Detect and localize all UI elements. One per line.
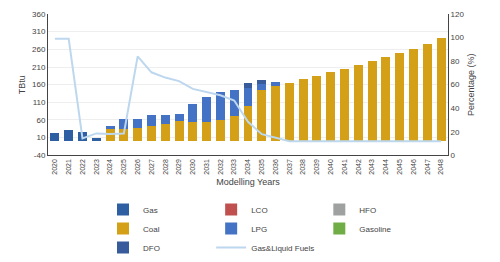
svg-text:2043: 2043: [368, 159, 375, 175]
svg-text:Percentage (%): Percentage (%): [466, 53, 476, 116]
svg-text:Gas: Gas: [143, 206, 158, 215]
svg-text:10: 10: [36, 133, 45, 142]
svg-text:2037: 2037: [286, 159, 293, 175]
svg-text:2040: 2040: [327, 159, 334, 175]
svg-text:LCO: LCO: [251, 206, 267, 215]
svg-text:160: 160: [32, 80, 46, 89]
svg-text:0: 0: [451, 151, 456, 160]
svg-text:2041: 2041: [341, 159, 348, 175]
svg-text:2021: 2021: [65, 159, 72, 175]
svg-text:2045: 2045: [396, 159, 403, 175]
svg-text:210: 210: [32, 63, 46, 72]
svg-text:2033: 2033: [230, 159, 237, 175]
svg-text:2030: 2030: [189, 159, 196, 175]
svg-text:2039: 2039: [313, 159, 320, 175]
svg-text:2027: 2027: [148, 159, 155, 175]
svg-text:2020: 2020: [51, 159, 58, 175]
svg-text:2035: 2035: [258, 159, 265, 175]
svg-text:2036: 2036: [272, 159, 279, 175]
svg-text:110: 110: [33, 98, 46, 107]
svg-text:2042: 2042: [355, 159, 362, 175]
svg-text:80: 80: [451, 57, 460, 66]
svg-text:360: 360: [32, 10, 46, 19]
svg-text:TBtu: TBtu: [17, 75, 27, 94]
svg-text:2048: 2048: [437, 159, 444, 175]
svg-text:Coal: Coal: [143, 225, 160, 234]
svg-text:2029: 2029: [175, 159, 182, 175]
svg-text:2022: 2022: [79, 159, 86, 175]
svg-text:HFO: HFO: [359, 206, 376, 215]
svg-text:2034: 2034: [244, 159, 251, 175]
svg-text:DFO: DFO: [143, 244, 160, 253]
svg-text:2025: 2025: [120, 159, 127, 175]
svg-text:Modelling Years: Modelling Years: [216, 177, 280, 187]
svg-text:40: 40: [451, 104, 460, 113]
svg-text:2032: 2032: [217, 159, 224, 175]
svg-text:LPG: LPG: [251, 225, 267, 234]
svg-text:2023: 2023: [93, 159, 100, 175]
svg-text:60: 60: [36, 116, 45, 125]
svg-text:2038: 2038: [299, 159, 306, 175]
svg-text:260: 260: [32, 45, 46, 54]
svg-text:120: 120: [451, 10, 465, 19]
svg-text:2024: 2024: [106, 159, 113, 175]
svg-text:Gasoline: Gasoline: [359, 225, 391, 234]
svg-text:2047: 2047: [424, 159, 431, 175]
svg-text:2026: 2026: [134, 159, 141, 175]
svg-text:2028: 2028: [162, 159, 169, 175]
svg-text:310: 310: [32, 27, 46, 36]
svg-text:Gas&Liquid Fuels: Gas&Liquid Fuels: [251, 244, 314, 253]
svg-text:2031: 2031: [203, 159, 210, 175]
svg-text:20: 20: [451, 128, 460, 137]
svg-text:2046: 2046: [410, 159, 417, 175]
svg-text:60: 60: [451, 80, 460, 89]
svg-text:100: 100: [451, 33, 465, 42]
svg-text:2044: 2044: [382, 159, 389, 175]
svg-text:-40: -40: [34, 151, 46, 160]
